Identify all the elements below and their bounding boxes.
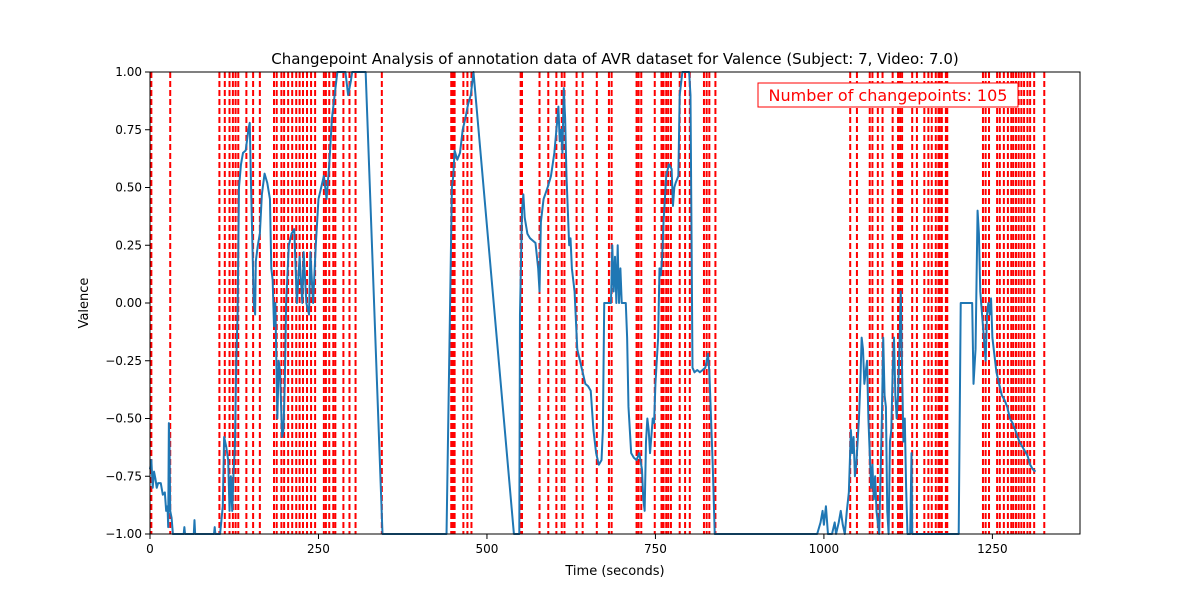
y-axis-ticks: −1.00 −0.75 −0.50 −0.25 0.00 0.25 0.50 0.75 1.00 — [105, 65, 150, 541]
changepoint-count-label: Number of changepoints: 105 — [769, 86, 1008, 105]
x-tick-label: 1000 — [809, 542, 840, 556]
x-axis-ticks: 0 250 500 750 1000 1250 — [146, 534, 1008, 556]
y-tick-label: 0.25 — [115, 238, 142, 252]
x-tick-label: 0 — [146, 542, 154, 556]
y-tick-label: −1.00 — [105, 527, 142, 541]
changepoint-count-box — [757, 82, 1019, 108]
y-tick-label: 0.00 — [115, 296, 142, 310]
valence-series — [149, 71, 1037, 535]
chart-title: Changepoint Analysis of annotation data … — [271, 50, 958, 68]
y-axis-label: Valence — [77, 278, 92, 329]
x-tick-label: 250 — [307, 542, 330, 556]
y-tick-label: −0.75 — [105, 469, 142, 483]
y-tick-label: 0.50 — [115, 181, 142, 195]
y-tick-label: 1.00 — [115, 65, 142, 79]
x-tick-label: 1250 — [977, 542, 1008, 556]
x-tick-label: 500 — [476, 542, 499, 556]
y-tick-label: 0.75 — [115, 123, 142, 137]
x-axis-label: Time (seconds) — [564, 564, 664, 579]
x-tick-label: 750 — [644, 542, 667, 556]
valence-line — [149, 71, 1037, 535]
y-tick-label: −0.25 — [105, 354, 142, 368]
y-tick-label: −0.50 — [105, 412, 142, 426]
